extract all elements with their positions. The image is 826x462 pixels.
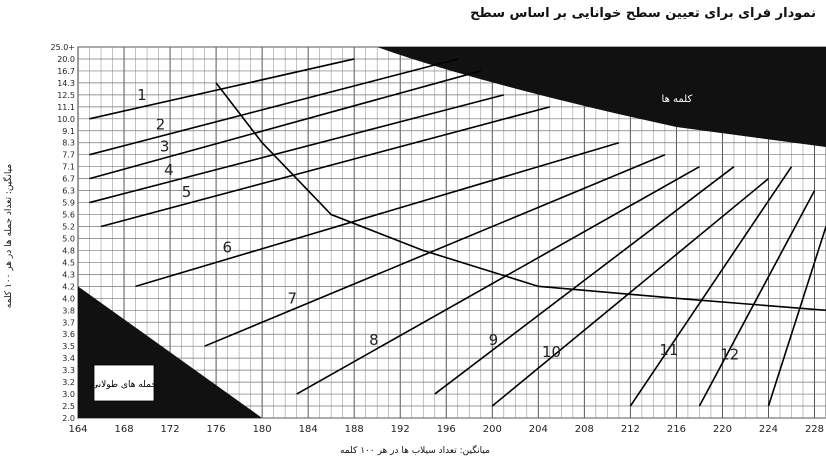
x-tick-label: 188 [345,424,364,435]
grade-line [204,153,666,347]
grade-label: 10 [542,343,561,361]
x-tick-label: 204 [529,424,548,435]
y-tick-label: 3.7 [62,318,75,327]
y-tick-label: 6.3 [62,187,75,196]
grade-line [698,190,816,407]
x-tick-label: 164 [68,424,87,435]
grade-line [89,94,504,204]
y-tick-label: 25.0+ [50,43,75,52]
y-tick-label: 5.9 [62,199,75,208]
long-sentences-label: جمله های طولانی [91,380,157,390]
y-tick-label: 2.0 [62,414,75,423]
grade-label: 3 [160,137,170,155]
long-words-label: کلمه ها [662,94,693,105]
grade-label: 5 [182,183,192,201]
y-tick-label: 4.5 [62,258,75,267]
grade-line [491,178,769,407]
y-tick-label: 7.7 [62,151,75,160]
grade-label: 1 [137,86,147,104]
grade-line [434,166,735,395]
y-tick-label: 14.3 [57,79,75,88]
x-tick-label: 168 [114,424,133,435]
x-tick-label: 228 [805,424,824,435]
y-tick-label: 5.6 [62,211,75,220]
grade-label: 8 [369,331,379,349]
long-sentences-label-box [93,364,155,402]
y-tick-label: 3.6 [62,330,75,339]
long-words-label-box [641,87,712,109]
long-words-region [377,47,826,147]
x-tick-label: 208 [575,424,594,435]
grade-label: 12 [720,345,739,363]
grade-line [135,141,620,288]
grade-label: 4 [164,161,174,179]
grade-label: 11 [659,341,678,359]
y-tick-label: 4.2 [62,282,75,291]
grade-label: 6 [223,239,233,257]
x-tick-label: 220 [713,424,732,435]
y-tick-label: 8.3 [62,139,75,148]
y-tick-label: 3.0 [62,390,75,399]
y-tick-label: 12.5 [57,91,75,100]
y-tick-label: 7.1 [62,163,75,172]
grade-label: 2 [156,115,166,133]
grade-line [89,58,355,120]
y-tick-label: 3.8 [62,306,75,315]
grade-label: 9 [489,331,499,349]
y-tick-label: 4.8 [62,246,75,255]
x-tick-label: 180 [253,424,272,435]
y-tick-label: 3.4 [62,354,75,363]
y-tick-label: 3.2 [62,378,75,387]
y-tick-label: 5.0 [62,234,75,243]
x-axis-label: میانگین: تعداد سیلاب ها در هر ۱۰۰ کلمه [340,446,490,456]
y-tick-label: 2.5 [62,402,75,411]
y-tick-label: 10.0 [57,115,75,124]
boundary-curve [215,82,826,312]
y-tick-label: 20.0 [57,55,75,64]
chart-title: نمودار فرای برای تعیین سطح خوانایی بر اس… [470,6,816,21]
x-tick-label: 212 [621,424,640,435]
y-tick-label: 4.3 [62,270,75,279]
x-tick-label: 196 [437,424,456,435]
x-tick-label: 172 [161,424,180,435]
y-tick-label: 3.5 [62,342,75,351]
grade-label: 7 [287,290,297,308]
grade-line [89,58,458,156]
grade-line [100,106,551,228]
x-tick-label: 176 [207,424,226,435]
grade-line [629,166,793,407]
y-tick-label: 6.7 [62,175,75,184]
x-tick-label: 192 [391,424,410,435]
y-tick-label: 9.1 [62,127,75,136]
x-tick-label: 200 [483,424,502,435]
grade-line [89,70,481,180]
y-tick-label: 11.1 [57,103,75,112]
x-tick-label: 216 [667,424,686,435]
y-tick-label: 5.2 [62,223,75,232]
x-tick-label: 184 [299,424,318,435]
grade-line [296,165,700,395]
y-tick-label: 16.7 [57,67,75,76]
y-tick-label: 4.0 [62,294,75,303]
grade-line [767,226,826,407]
y-tick-label: 3.3 [62,366,75,375]
x-tick-label: 224 [759,424,778,435]
